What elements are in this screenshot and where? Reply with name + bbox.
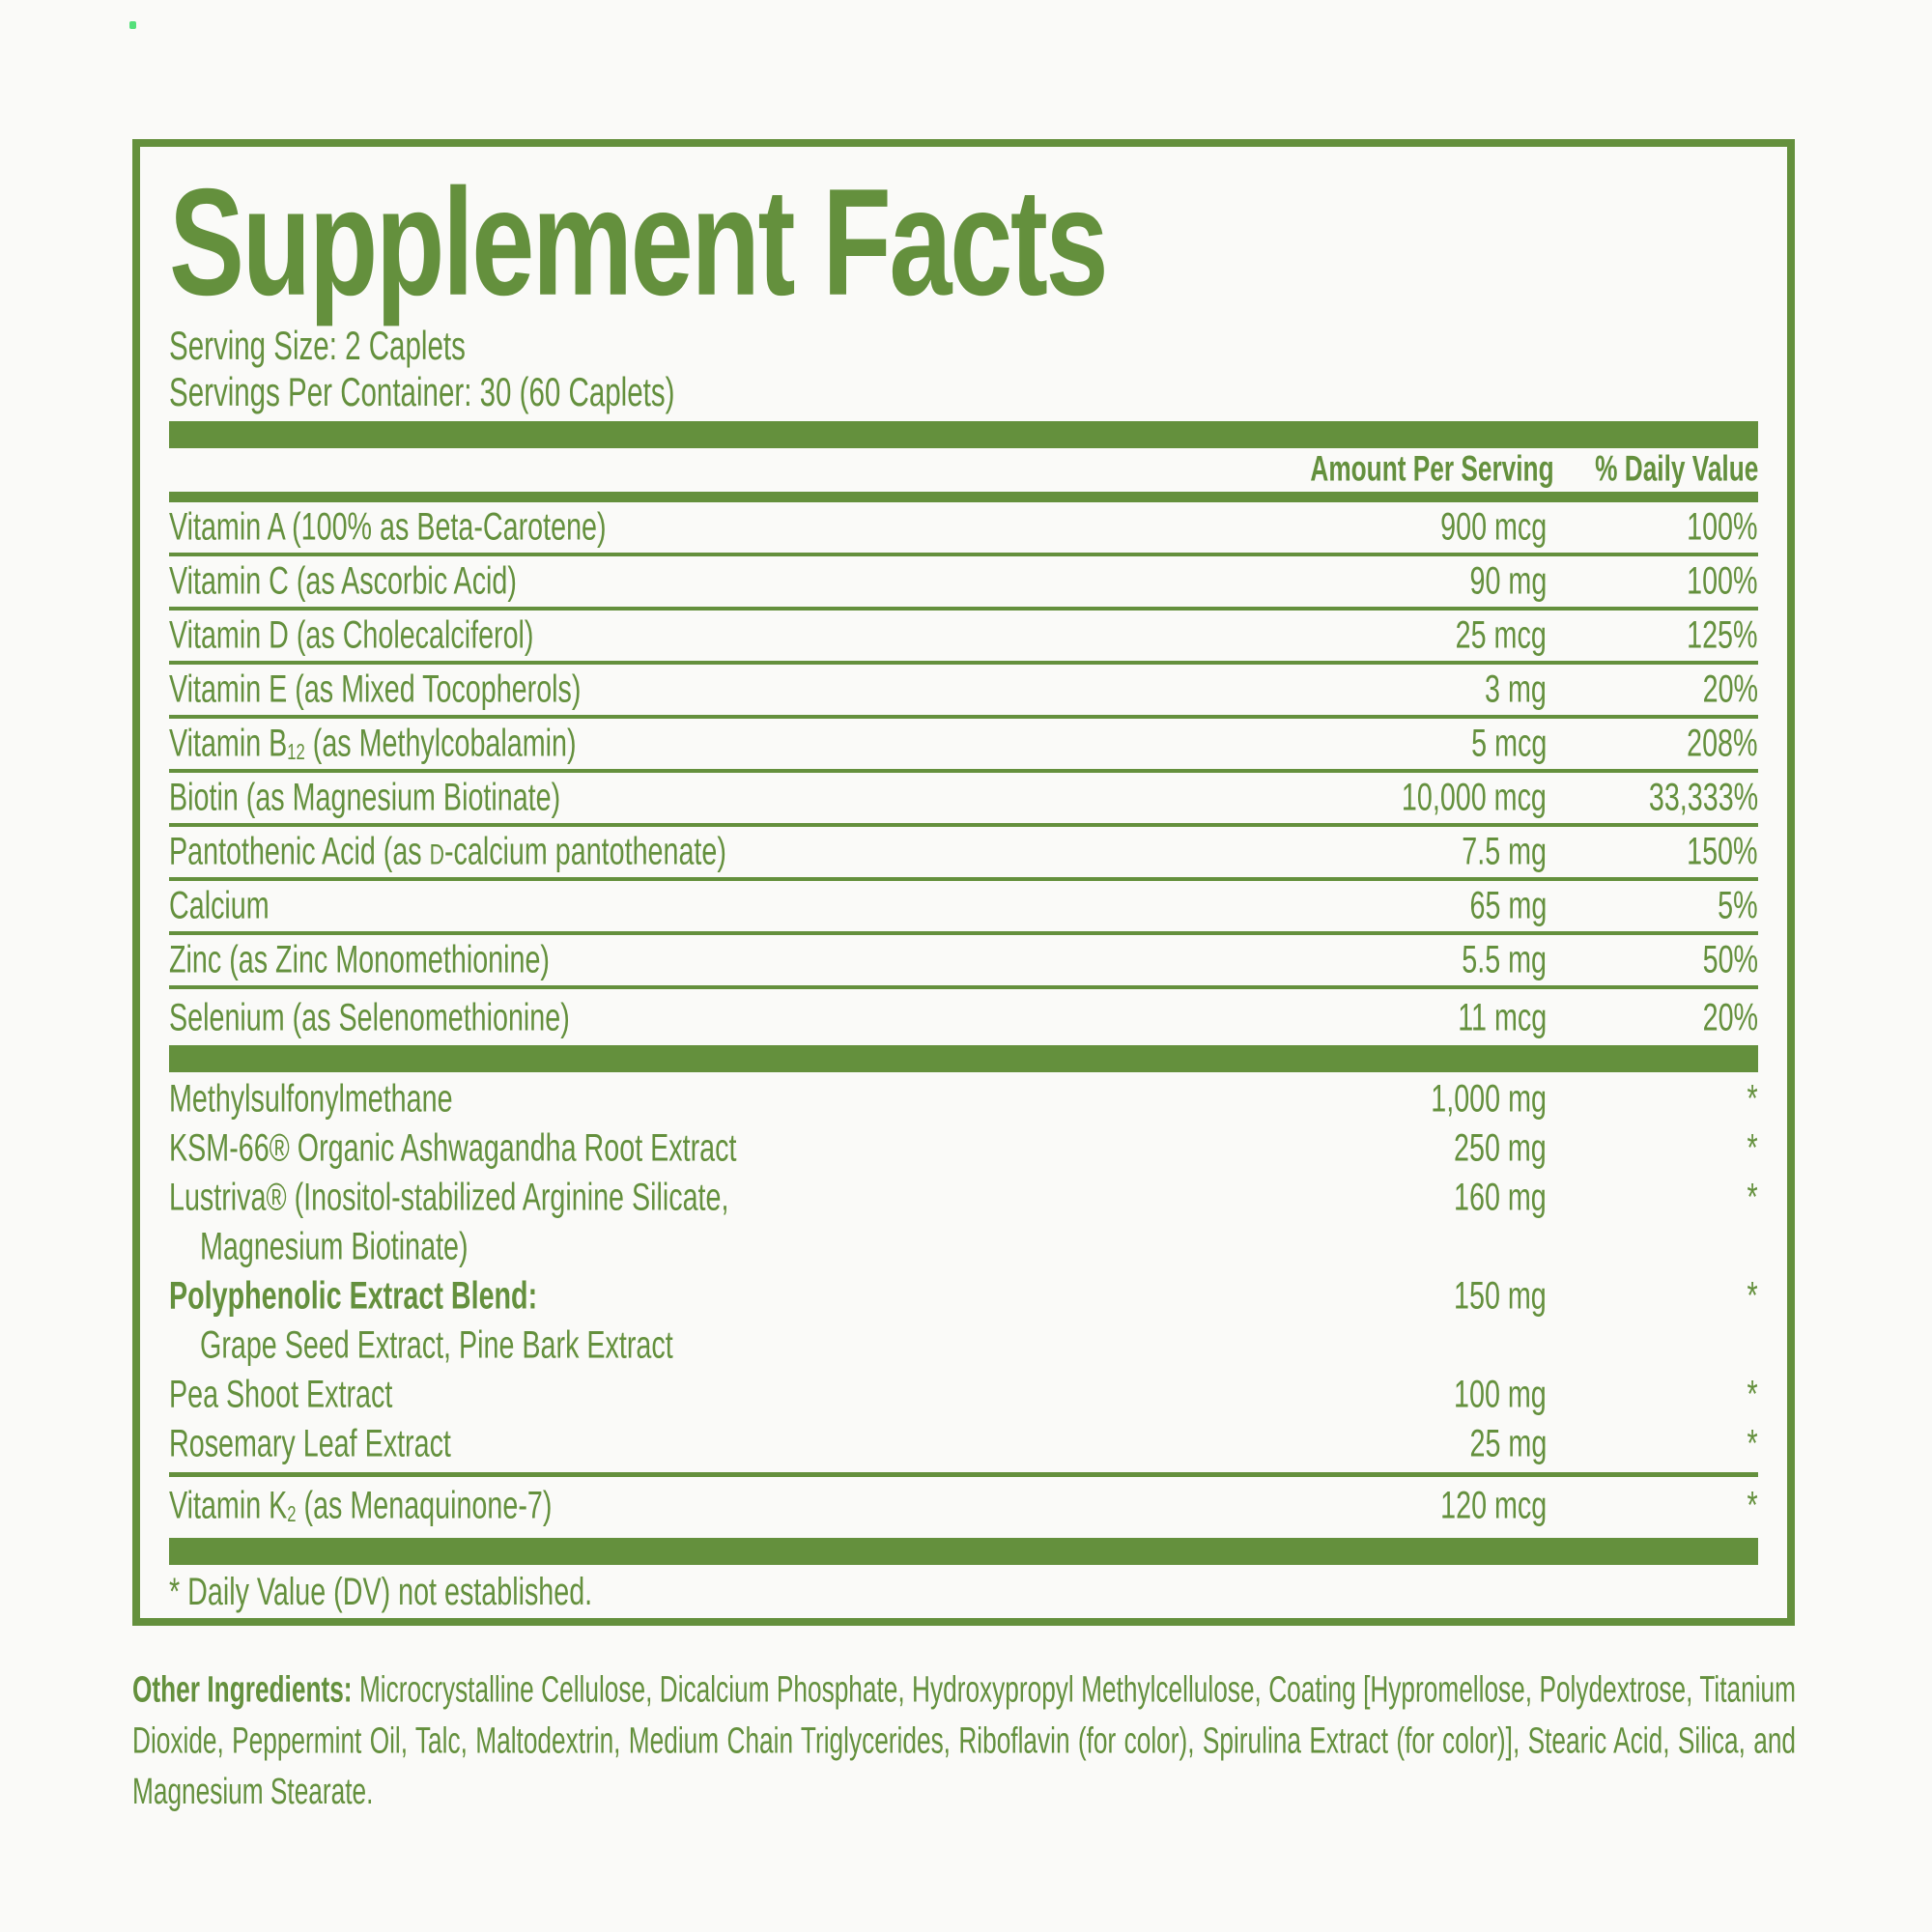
supplement-facts-panel: Supplement Facts Serving Size: 2 Caplets…: [132, 139, 1795, 1626]
artifact-dot: [129, 21, 136, 29]
row-amount: 100 mg: [1454, 1372, 1547, 1416]
row-dv: 125%: [1687, 612, 1758, 657]
row-dv: *: [1747, 1372, 1758, 1416]
row-dv: 100%: [1687, 558, 1758, 603]
row-dv: *: [1747, 1175, 1758, 1219]
row-dv: 50%: [1702, 937, 1758, 981]
row-dv: *: [1747, 1421, 1758, 1465]
other-ingredients-text: Microcrystalline Cellulose, Dicalcium Ph…: [132, 1667, 1797, 1812]
row-vitamin-a: Vitamin A (100% as Beta-Carotene) 900 mc…: [169, 502, 1758, 556]
row-label: Selenium (as Selenomethionine): [169, 995, 570, 1039]
row-amount: 120 mcg: [1439, 1483, 1547, 1527]
vitamins-minerals-section: Vitamin A (100% as Beta-Carotene) 900 mc…: [169, 502, 1758, 1043]
row-amount: 65 mg: [1469, 883, 1547, 927]
row-amount: 900 mcg: [1439, 504, 1547, 549]
row-pea-shoot-extract: Pea Shoot Extract 100 mg *: [169, 1372, 1758, 1423]
dv-footnote: * Daily Value (DV) not established.: [169, 1570, 593, 1614]
row-label: Zinc (as Zinc Monomethionine): [169, 937, 550, 981]
row-amount: 10,000 mcg: [1402, 775, 1547, 819]
row-amount: 5.5 mg: [1462, 937, 1547, 981]
divider-bar-header: [169, 492, 1758, 502]
row-lustriva-line1: Lustriva® (Inositol-stabilized Arginine …: [169, 1175, 1758, 1226]
row-vitamin-b12: Vitamin B12 (as Methylcobalamin) 5 mcg 2…: [169, 719, 1758, 773]
row-dv: 20%: [1702, 995, 1758, 1039]
row-dv: 150%: [1687, 829, 1758, 873]
row-amount: 25 mcg: [1455, 612, 1547, 657]
row-label: Rosemary Leaf Extract: [169, 1421, 451, 1465]
row-vitamin-d: Vitamin D (as Cholecalciferol) 25 mcg 12…: [169, 611, 1758, 665]
row-label: Vitamin D (as Cholecalciferol): [169, 612, 534, 657]
row-amount: 250 mg: [1454, 1125, 1547, 1170]
row-label: Magnesium Biotinate): [200, 1224, 469, 1268]
row-label: Vitamin B12 (as Methylcobalamin): [169, 721, 577, 765]
row-label: KSM-66® Organic Ashwagandha Root Extract: [169, 1125, 737, 1170]
row-amount: 1,000 mg: [1431, 1076, 1547, 1121]
row-amount: 7.5 mg: [1462, 829, 1547, 873]
row-lustriva-line2: Magnesium Biotinate): [169, 1224, 1758, 1275]
row-dv: *: [1747, 1483, 1758, 1527]
column-header-daily-value: % Daily Value: [1594, 448, 1758, 489]
row-label: Vitamin A (100% as Beta-Carotene): [169, 504, 607, 549]
page-title: Supplement Facts: [169, 156, 1109, 327]
row-label: Vitamin E (as Mixed Tocopherols): [169, 667, 582, 711]
row-zinc: Zinc (as Zinc Monomethionine) 5.5 mg 50%: [169, 935, 1758, 989]
row-dv: 20%: [1702, 667, 1758, 711]
row-amount: 150 mg: [1454, 1273, 1547, 1318]
row-amount: 5 mcg: [1470, 721, 1547, 765]
row-dv: *: [1747, 1076, 1758, 1121]
row-label: Methylsulfonylmethane: [169, 1076, 453, 1121]
row-label: Vitamin C (as Ascorbic Acid): [169, 558, 517, 603]
other-ingredients-label: Other Ingredients:: [132, 1667, 353, 1710]
row-blend-components: Grape Seed Extract, Pine Bark Extract: [169, 1322, 1758, 1374]
row-label: Polyphenolic Extract Blend:: [169, 1273, 538, 1318]
row-vitamin-e: Vitamin E (as Mixed Tocopherols) 3 mg 20…: [169, 665, 1758, 719]
column-header-amount: Amount Per Serving: [1310, 448, 1554, 489]
row-label: Vitamin K2 (as Menaquinone-7): [169, 1483, 553, 1527]
row-label: Grape Seed Extract, Pine Bark Extract: [200, 1322, 673, 1367]
row-vitamin-c: Vitamin C (as Ascorbic Acid) 90 mg 100%: [169, 556, 1758, 611]
row-label: Pea Shoot Extract: [169, 1372, 393, 1416]
divider-bar-middle: [169, 1045, 1758, 1072]
row-amount: 11 mcg: [1458, 995, 1547, 1039]
row-polyphenolic-blend: Polyphenolic Extract Blend: 150 mg *: [169, 1273, 1758, 1324]
row-label: Calcium: [169, 883, 270, 927]
row-amount: 25 mg: [1469, 1421, 1547, 1465]
row-selenium: Selenium (as Selenomethionine) 11 mcg 20…: [169, 989, 1758, 1043]
table-header-row: Amount Per Serving % Daily Value: [169, 448, 1758, 492]
row-label: Lustriva® (Inositol-stabilized Arginine …: [169, 1175, 729, 1219]
row-amount: 90 mg: [1469, 558, 1547, 603]
row-dv: *: [1747, 1125, 1758, 1170]
row-label: Pantothenic Acid (as D-calcium pantothen…: [169, 829, 726, 873]
row-amount: 160 mg: [1454, 1175, 1547, 1219]
divider-bar-top: [169, 421, 1758, 448]
divider-bar-bottom: [169, 1538, 1758, 1565]
row-amount: 3 mg: [1485, 667, 1547, 711]
row-biotin: Biotin (as Magnesium Biotinate) 10,000 m…: [169, 773, 1758, 827]
row-dv: *: [1747, 1273, 1758, 1318]
row-dv: 33,333%: [1648, 775, 1758, 819]
row-pantothenic-acid: Pantothenic Acid (as D-calcium pantothen…: [169, 827, 1758, 881]
row-methylsulfonylmethane: Methylsulfonylmethane 1,000 mg *: [169, 1076, 1758, 1127]
row-dv: 208%: [1687, 721, 1758, 765]
row-dv: 100%: [1687, 504, 1758, 549]
serving-size-line: Serving Size: 2 Caplets: [169, 323, 466, 369]
divider-line-k2: [169, 1472, 1758, 1477]
servings-per-container-line: Servings Per Container: 30 (60 Caplets): [169, 369, 675, 415]
row-dv: 5%: [1718, 883, 1758, 927]
other-ingredients: Other Ingredients: Microcrystalline Cell…: [132, 1663, 1796, 1816]
row-rosemary-leaf-extract: Rosemary Leaf Extract 25 mg *: [169, 1421, 1758, 1472]
row-label: Biotin (as Magnesium Biotinate): [169, 775, 561, 819]
row-calcium: Calcium 65 mg 5%: [169, 881, 1758, 935]
row-vitamin-k2: Vitamin K2 (as Menaquinone-7) 120 mcg *: [169, 1477, 1758, 1531]
botanicals-section: Methylsulfonylmethane 1,000 mg * KSM-66®…: [169, 1076, 1758, 1472]
row-ksm66-ashwagandha: KSM-66® Organic Ashwagandha Root Extract…: [169, 1125, 1758, 1177]
